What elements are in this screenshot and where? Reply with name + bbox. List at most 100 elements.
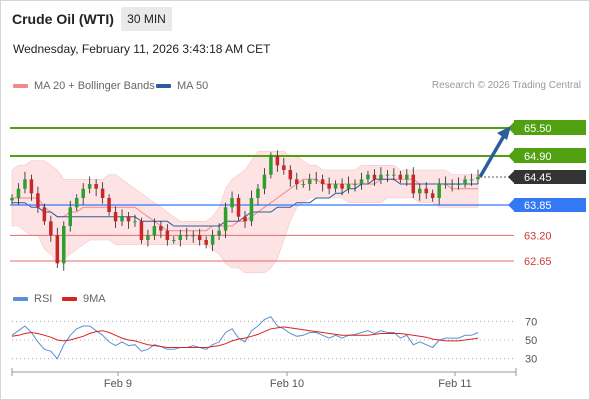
timeframe-button[interactable]: 30 MIN xyxy=(121,7,172,31)
x-tick-label: Feb 11 xyxy=(438,378,471,390)
legend-ma50: MA 50 xyxy=(156,80,208,92)
rsi-tick-label: 70 xyxy=(525,316,537,328)
level-label: 65.50 xyxy=(524,123,552,135)
price-candle xyxy=(450,184,454,185)
price-candle xyxy=(327,184,331,189)
price-candle xyxy=(133,221,137,223)
level-tag-pointer xyxy=(508,171,514,183)
price-candle xyxy=(68,207,73,226)
price-candle xyxy=(301,184,306,185)
legend-9ma: 9MA xyxy=(62,293,106,305)
level-tag-pointer xyxy=(508,150,514,162)
price-candle xyxy=(113,212,118,222)
price-candle xyxy=(74,198,79,208)
price-candle xyxy=(262,174,267,189)
9ma-swatch xyxy=(62,297,77,302)
price-candle xyxy=(152,226,157,236)
price-candle xyxy=(295,179,299,184)
rsi-swatch xyxy=(13,297,28,302)
price-candle xyxy=(36,193,40,208)
legend-9ma-label: 9MA xyxy=(83,293,106,305)
price-candle xyxy=(120,216,124,222)
price-candle xyxy=(379,174,383,180)
price-candle xyxy=(288,170,293,180)
legend-ma20: MA 20 + Bollinger Bands xyxy=(13,80,155,92)
price-candle xyxy=(456,184,461,185)
level-tag-pointer xyxy=(508,122,514,134)
price-candle xyxy=(314,179,318,181)
x-tick-label: Feb 10 xyxy=(270,378,304,390)
price-candle xyxy=(217,230,221,236)
price-candle xyxy=(366,174,370,180)
rsi-9ma-line xyxy=(11,326,479,348)
price-candle xyxy=(16,188,21,198)
price-candle xyxy=(107,198,111,212)
price-candle xyxy=(159,226,163,231)
price-candle xyxy=(94,184,98,189)
forecast-arrow-shaft xyxy=(478,133,507,178)
level-label: 64.45 xyxy=(524,172,552,184)
price-candle xyxy=(210,235,215,245)
price-candle xyxy=(178,235,183,240)
ma50-swatch xyxy=(156,84,171,89)
price-candle xyxy=(29,179,34,194)
level-tag-box xyxy=(514,170,586,184)
level-label: 63.20 xyxy=(524,230,552,242)
price-candle xyxy=(353,184,357,185)
rsi-tick-label: 30 xyxy=(525,354,537,366)
price-candle xyxy=(469,179,474,181)
price-candle xyxy=(197,235,202,240)
price-candle xyxy=(230,198,234,208)
price-candle xyxy=(243,216,247,222)
price-candle xyxy=(223,207,228,231)
rsi-tick-label: 50 xyxy=(525,335,537,347)
price-candle xyxy=(100,188,105,198)
legend-ma20-label: MA 20 + Bollinger Bands xyxy=(34,80,155,92)
price-candle xyxy=(191,235,195,237)
price-candle xyxy=(62,226,66,264)
price-candle xyxy=(392,174,396,176)
price-candle xyxy=(430,193,435,198)
price-candle xyxy=(476,177,480,180)
level-label: 63.85 xyxy=(524,200,552,212)
price-candle xyxy=(333,184,338,189)
price-candle xyxy=(411,174,416,194)
price-candle xyxy=(165,230,170,240)
price-candle xyxy=(10,198,14,201)
legend-ma50-label: MA 50 xyxy=(177,80,209,92)
price-candle xyxy=(126,216,131,222)
price-candle xyxy=(256,188,260,198)
price-candle xyxy=(249,198,254,222)
price-candle xyxy=(437,184,441,198)
price-candle xyxy=(49,221,53,236)
level-tag-box xyxy=(514,120,586,135)
price-candle xyxy=(236,198,241,217)
instrument-title: Crude Oil (WTI) xyxy=(12,11,114,27)
price-candle xyxy=(184,235,189,237)
level-label: 62.65 xyxy=(524,256,552,268)
legend-rsi: RSI xyxy=(13,293,52,305)
research-credit: Research © 2026 Trading Central xyxy=(431,80,581,91)
price-candle xyxy=(81,188,85,198)
price-candle xyxy=(269,156,273,175)
level-tag-box xyxy=(514,198,586,212)
price-candle xyxy=(372,174,377,180)
price-candle xyxy=(275,156,280,166)
price-candle xyxy=(204,240,208,245)
price-candle xyxy=(172,240,176,241)
price-candle xyxy=(443,184,448,185)
level-tag: 64.90 xyxy=(508,148,586,163)
price-candle xyxy=(398,174,403,180)
price-candle xyxy=(359,179,364,184)
price-candle xyxy=(405,174,409,180)
level-label: 64.90 xyxy=(524,151,552,163)
price-candle xyxy=(385,174,390,176)
level-tag-box xyxy=(514,148,586,163)
price-candle xyxy=(87,184,92,189)
legend-rsi-label: RSI xyxy=(34,293,53,305)
level-tag-pointer xyxy=(508,199,514,211)
forecast-arrowhead xyxy=(497,126,511,140)
level-tag: 65.50 xyxy=(508,120,586,135)
price-candle xyxy=(282,165,286,170)
